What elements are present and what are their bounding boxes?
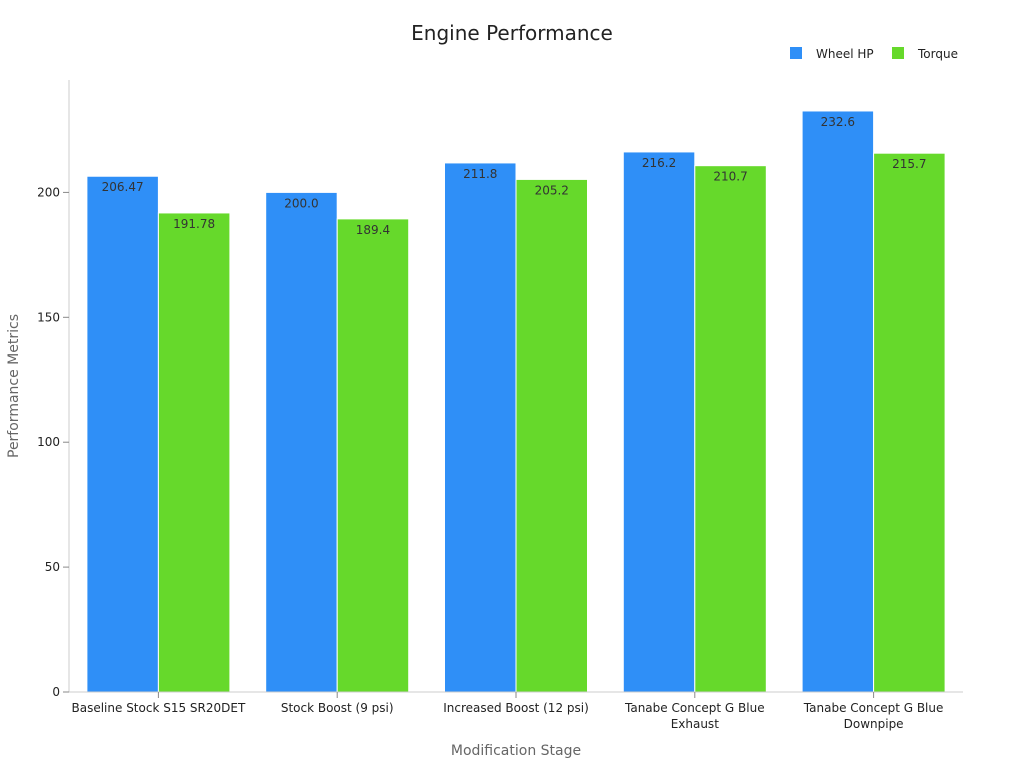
legend: Wheel HP Torque bbox=[790, 47, 958, 61]
x-tick-label: Tanabe Concept G Blue bbox=[803, 701, 944, 715]
data-label: 232.6 bbox=[821, 115, 855, 129]
data-label: 210.7 bbox=[713, 170, 747, 184]
bar-wheel-hp[interactable] bbox=[86, 175, 159, 693]
legend-swatch-torque bbox=[892, 47, 904, 59]
bars-group bbox=[86, 110, 946, 693]
x-tick-label: Baseline Stock S15 SR20DET bbox=[72, 701, 246, 715]
x-tick-label: Exhaust bbox=[671, 717, 720, 731]
bar-wheel-hp[interactable] bbox=[801, 110, 875, 693]
data-labels-group: 206.47 191.78 200.0 189.4 211.8 205.2 216.2 210… bbox=[102, 115, 927, 237]
x-tick-label: Increased Boost (12 psi) bbox=[443, 701, 589, 715]
legend-swatch-wheel-hp bbox=[790, 47, 802, 59]
y-tick-label: 100 bbox=[37, 435, 60, 449]
bar-wheel-hp[interactable] bbox=[265, 191, 338, 693]
legend-label: Torque bbox=[917, 47, 958, 61]
data-label: 206.47 bbox=[102, 180, 144, 194]
bar-torque[interactable] bbox=[336, 218, 410, 693]
legend-label: Wheel HP bbox=[816, 47, 874, 61]
y-tick-label: 0 bbox=[52, 685, 60, 699]
data-label: 200.0 bbox=[284, 196, 318, 210]
data-label: 205.2 bbox=[535, 183, 569, 197]
x-axis: Baseline Stock S15 SR20DET Stock Boost (9… bbox=[69, 691, 963, 731]
data-label: 211.8 bbox=[463, 167, 497, 181]
chart-title: Engine Performance bbox=[411, 21, 613, 45]
bar-torque[interactable] bbox=[873, 152, 946, 693]
data-label: 191.78 bbox=[173, 217, 215, 231]
data-label: 189.4 bbox=[356, 223, 390, 237]
x-tick-label: Tanabe Concept G Blue bbox=[624, 701, 765, 715]
x-tick-label: Stock Boost (9 psi) bbox=[281, 701, 394, 715]
data-label: 216.2 bbox=[642, 156, 676, 170]
y-axis-title: Performance Metrics bbox=[6, 314, 22, 458]
y-tick-label: 50 bbox=[45, 560, 60, 574]
bar-torque[interactable] bbox=[515, 178, 588, 693]
bar-wheel-hp[interactable] bbox=[622, 151, 696, 693]
y-axis: 0 50 100 150 200 bbox=[37, 80, 70, 699]
bar-wheel-hp[interactable] bbox=[444, 162, 517, 693]
x-tick-label: Downpipe bbox=[844, 717, 904, 731]
x-axis-title: Modification Stage bbox=[451, 743, 581, 759]
y-tick-label: 200 bbox=[37, 185, 60, 199]
bar-torque[interactable] bbox=[157, 212, 231, 693]
bar-torque[interactable] bbox=[694, 165, 767, 693]
data-label: 215.7 bbox=[892, 157, 926, 171]
y-tick-label: 150 bbox=[37, 310, 60, 324]
